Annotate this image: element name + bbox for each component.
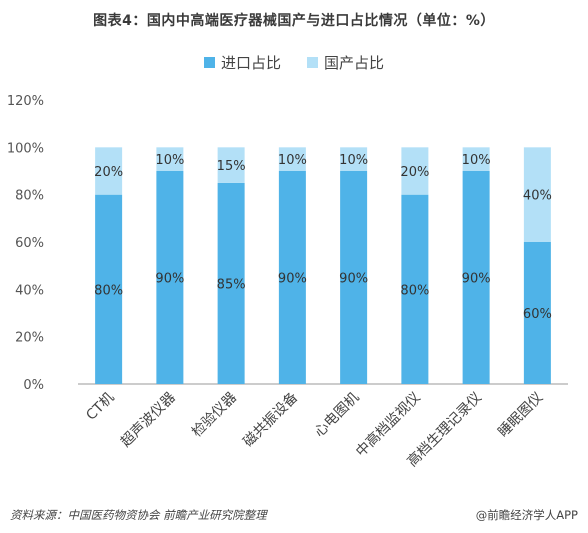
bar-domestic [156,147,184,171]
data-label: 60% [523,307,552,322]
credit-note: @前瞻经济学人APP [475,508,578,522]
bar-import [278,171,306,384]
data-label: 90% [155,272,184,287]
data-label: 80% [400,283,429,298]
legend-label-domestic: 国产占比 [324,54,385,72]
legend-item-import: 进口占比 [203,52,281,73]
data-label: 10% [155,153,184,168]
bar-domestic [462,147,490,171]
bar-import [523,242,551,384]
legend-label-import: 进口占比 [220,54,281,72]
y-tick-label: 0% [23,378,44,393]
bar-import [156,171,184,384]
y-tick-label: 80% [15,189,44,204]
bar-import [217,182,245,384]
data-label: 40% [523,189,552,204]
bar-domestic [217,147,245,183]
bar-domestic [95,147,123,195]
data-label: 85% [217,277,246,292]
data-label: 20% [94,165,123,180]
bar-import [462,171,490,384]
bar-import [340,171,368,384]
source-note: 资料来源：中国医药物资协会 前瞻产业研究院整理 [10,508,267,522]
footer: 资料来源：中国医药物资协会 前瞻产业研究院整理 @前瞻经济学人APP [10,507,578,523]
data-label: 10% [278,153,307,168]
data-label: 90% [339,272,368,287]
legend-swatch-domestic [307,57,318,68]
y-tick-label: 100% [7,141,44,156]
y-tick-label: 60% [15,236,44,251]
y-tick-label: 20% [15,331,44,346]
legend: 进口占比 国产占比 [0,52,588,73]
bar-domestic [401,147,429,195]
legend-swatch-import [203,57,215,68]
bar-import [95,194,123,384]
x-tick-label: CT机 [83,390,117,424]
y-tick-label: 40% [15,283,44,298]
data-label: 90% [278,272,307,287]
x-tick-label: 睡眠图仪 [495,390,546,441]
data-label: 90% [462,272,491,287]
bar-domestic [340,147,368,171]
data-label: 10% [462,153,491,168]
x-tick-label: 超声波仪器 [118,390,179,451]
data-label: 20% [400,165,429,180]
data-label: 80% [94,283,123,298]
bar-domestic [523,147,551,242]
x-tick-label: 检验仪器 [189,390,240,441]
data-label: 10% [339,153,368,168]
bar-import [401,194,429,384]
y-tick-label: 120% [7,94,44,109]
chart-title: 图表4：国内中高端医疗器械国产与进口占比情况（单位：%） [93,13,495,29]
x-tick-label: 磁共振设备 [240,389,302,451]
bar-domestic [278,147,306,171]
legend-item-domestic: 国产占比 [307,52,384,73]
data-label: 15% [217,159,246,174]
x-tick-label: 心电图机 [312,390,363,441]
